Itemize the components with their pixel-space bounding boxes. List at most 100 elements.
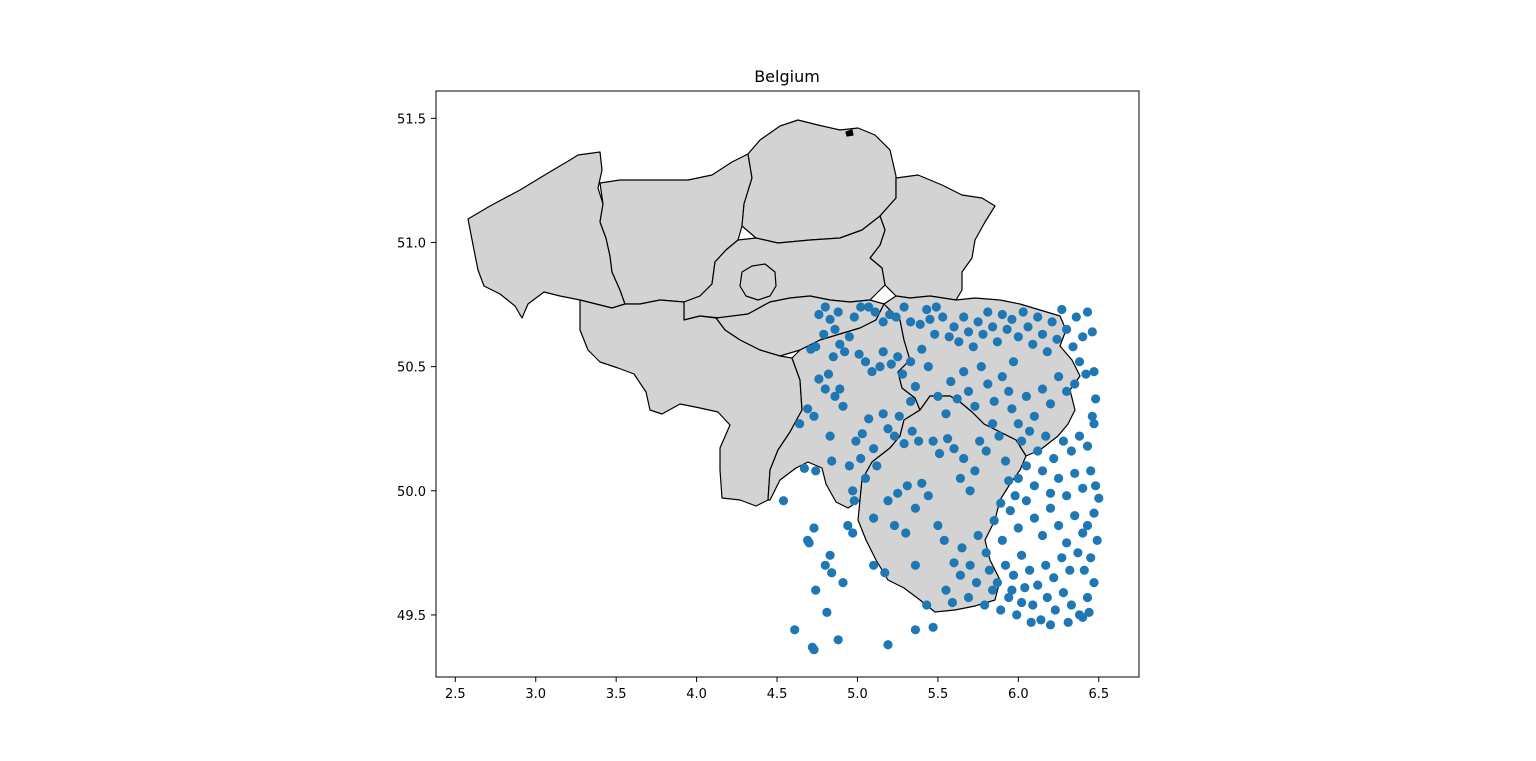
scatter-point [930,329,940,339]
scatter-point [914,436,924,446]
scatter-point [996,498,1006,508]
scatter-point [907,426,917,436]
scatter-point [1082,520,1093,531]
scatter-point [1007,585,1017,595]
scatter-point [963,327,974,337]
scatter-point [997,309,1007,320]
scatter-point [1028,600,1038,610]
scatter-point [923,362,933,372]
scatter-point [1082,307,1093,317]
scatter-point [819,329,829,339]
scatter-point [1000,456,1011,466]
y-tick-label: 50.5 [397,361,426,376]
scatter-point [880,568,890,578]
scatter-point [1037,329,1048,339]
scatter-point [838,401,848,411]
x-tick-label: 4.0 [686,687,707,702]
scatter-point [1041,431,1051,441]
scatter-point [1062,491,1072,501]
scatter-point [1029,411,1039,421]
belgium-provinces-layer [467,119,1081,613]
scatter-point [878,347,888,357]
scatter-point [992,337,1003,347]
scatter-point [806,344,816,354]
scatter-point [814,374,824,384]
scatter-point [1005,506,1015,516]
scatter-point [1050,605,1060,615]
scatter-point [822,607,832,618]
scatter-point [1066,446,1076,456]
scatter-point [790,625,800,635]
scatter-point [941,409,951,419]
scatter-point [854,349,864,359]
scatter-point [1071,312,1081,322]
scatter-point [803,535,813,546]
y-tick-label: 51.0 [397,236,426,251]
scatter-point [984,565,995,575]
scatter-point [795,419,805,429]
scatter-point [1049,453,1059,464]
scatter-point [988,585,998,595]
scatter-point [1078,612,1088,623]
scatter-point [989,396,999,406]
scatter-point [983,379,993,389]
scatter-point [1089,419,1099,429]
scatter-point [963,386,974,396]
scatter-point [1089,367,1099,377]
scatter-point [809,645,819,655]
scatter-point [1065,565,1075,575]
scatter-point [970,466,980,476]
scatter-point [1091,394,1101,404]
scatter-point [952,394,962,404]
scatter-point [830,391,840,401]
scatter-point [997,535,1007,546]
scatter-point [835,384,845,394]
scatter-point [1079,565,1089,575]
scatter-point [975,436,985,446]
scatter-point [894,411,904,421]
scatter-point [840,347,850,357]
scatter-point [1026,617,1036,628]
scatter-point [968,342,978,352]
scatter-point [1013,473,1023,483]
scatter-point [944,332,954,342]
scatter-point [851,436,861,446]
scatter-point [820,560,830,570]
scatter-point [827,456,837,466]
scatter-point [955,473,966,483]
scatter-point [910,560,921,570]
scatter-point [1089,578,1099,588]
scatter-point [883,424,893,434]
scatter-point [1057,553,1067,563]
scatter-point [1010,491,1020,501]
scatter-point [973,530,983,541]
scatter-point [1013,332,1023,342]
scatter-point [1033,580,1043,590]
scatter-point [869,513,879,523]
scatter-point [959,312,969,322]
scatter-point [1042,592,1052,603]
scatter-point [934,448,945,459]
y-tick-label: 50.0 [397,485,426,500]
scatter-point [1058,588,1068,598]
scatter-point [1073,548,1083,558]
scatter-point [849,496,859,506]
scatter-point [1062,538,1072,548]
province-brussels [739,263,777,301]
scatter-point [1017,550,1027,560]
scatter-point [897,369,908,379]
scatter-point [901,528,911,538]
y-axis: 49.5 50.0 50.5 51.0 51.5 [397,112,436,624]
scatter-point [1054,520,1064,531]
scatter-point [1068,342,1078,352]
scatter-point [1092,535,1102,546]
scatter-point [1012,610,1022,620]
scatter-point [957,543,967,553]
scatter-point [1045,399,1056,409]
scatter-point [1004,386,1014,396]
scatter-point [856,302,866,312]
scatter-point [883,496,893,506]
scatter-point [1074,431,1085,441]
scatter-point [1094,493,1104,503]
scatter-point [1066,600,1076,610]
